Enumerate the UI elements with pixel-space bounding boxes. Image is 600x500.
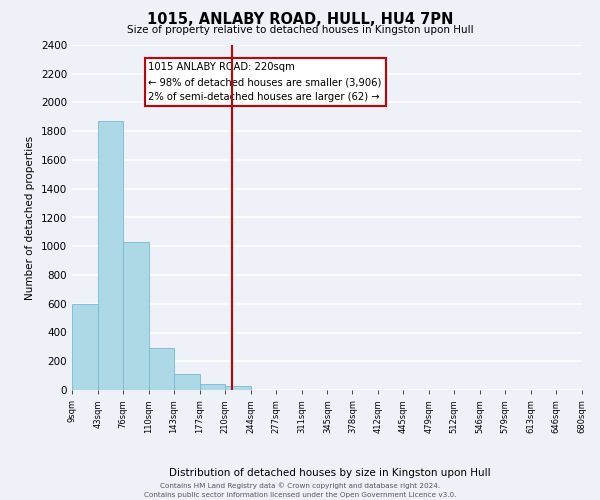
Text: Size of property relative to detached houses in Kingston upon Hull: Size of property relative to detached ho… — [127, 25, 473, 35]
Bar — [200, 384, 225, 390]
Text: 1015 ANLABY ROAD: 220sqm
← 98% of detached houses are smaller (3,906)
2% of semi: 1015 ANLABY ROAD: 220sqm ← 98% of detach… — [149, 62, 382, 102]
Text: 1015, ANLABY ROAD, HULL, HU4 7PN: 1015, ANLABY ROAD, HULL, HU4 7PN — [147, 12, 453, 28]
Bar — [149, 348, 174, 390]
Y-axis label: Number of detached properties: Number of detached properties — [25, 136, 35, 300]
Bar — [225, 386, 251, 390]
Text: Distribution of detached houses by size in Kingston upon Hull: Distribution of detached houses by size … — [169, 468, 491, 477]
Bar — [123, 242, 149, 390]
Bar — [174, 374, 200, 390]
Bar — [72, 304, 98, 390]
Bar — [98, 121, 123, 390]
Text: Contains HM Land Registry data © Crown copyright and database right 2024.
Contai: Contains HM Land Registry data © Crown c… — [144, 482, 456, 498]
